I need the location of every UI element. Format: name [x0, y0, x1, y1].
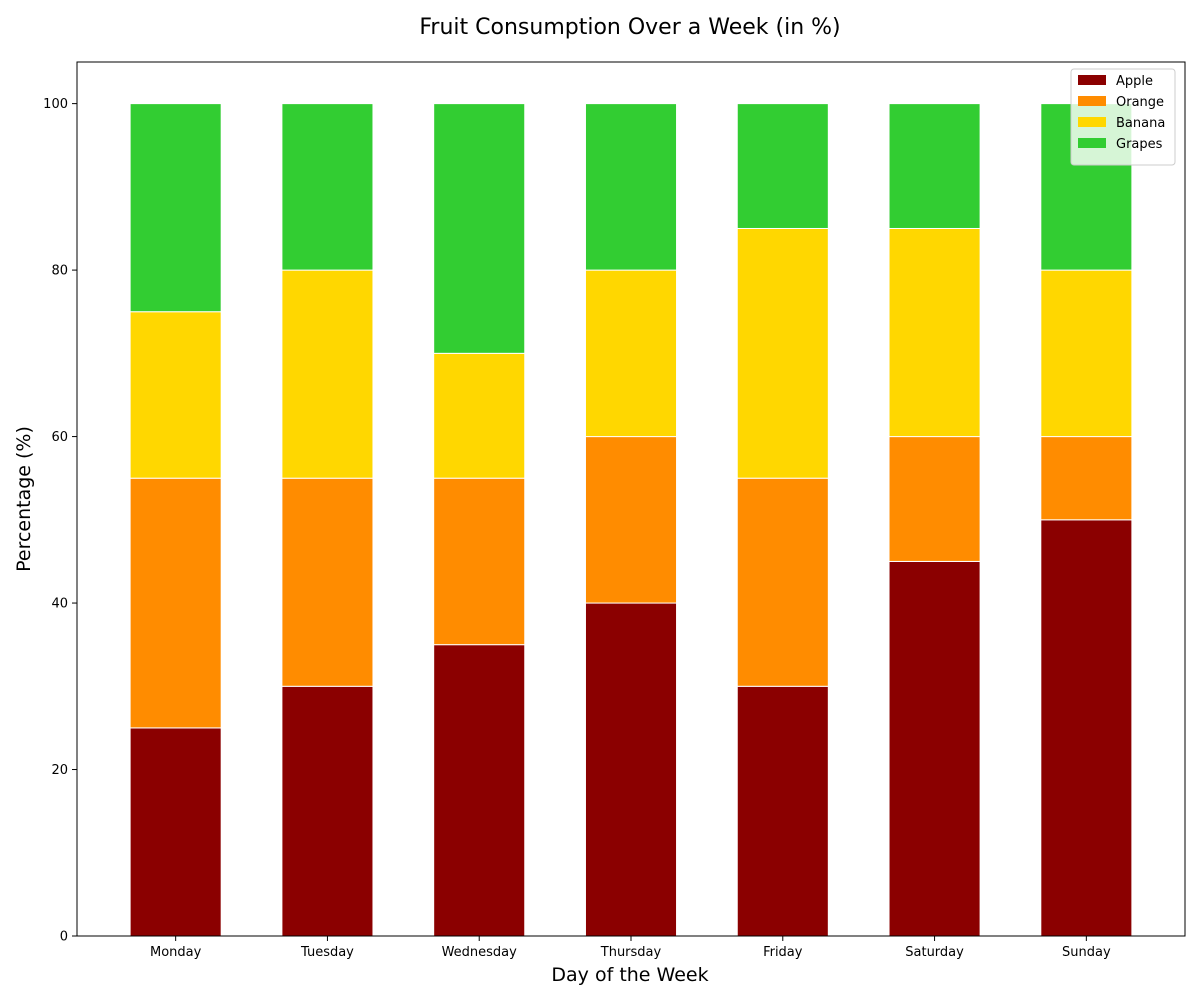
y-axis-label: Percentage (%) — [13, 426, 35, 572]
bar-apple-wednesday — [433, 644, 526, 937]
bar-banana-sunday — [1040, 269, 1133, 438]
bar-orange-wednesday — [433, 477, 526, 646]
bar-banana-tuesday — [281, 269, 374, 479]
chart-title: Fruit Consumption Over a Week (in %) — [419, 15, 840, 40]
bar-orange-sunday — [1040, 436, 1133, 521]
legend-label-orange: Orange — [1116, 95, 1164, 110]
x-tick-label: Monday — [150, 945, 202, 960]
legend: Apple Orange Banana Grapes — [1070, 68, 1176, 166]
bar-banana-thursday — [584, 269, 678, 438]
bar-orange-saturday — [888, 436, 981, 562]
x-tick-label: Wednesday — [442, 945, 518, 960]
bar-grapes-saturday — [888, 103, 981, 229]
bar-orange-friday — [736, 477, 829, 687]
y-tick-label: 100 — [43, 97, 68, 112]
bar-grapes-friday — [736, 103, 829, 229]
bar-banana-wednesday — [433, 352, 526, 479]
x-tick-label: Friday — [763, 945, 803, 960]
legend-label-apple: Apple — [1116, 74, 1153, 89]
bar-apple-sunday — [1040, 519, 1133, 937]
plot-area — [129, 103, 1133, 937]
bar-apple-monday — [129, 727, 222, 937]
bar-grapes-monday — [129, 103, 222, 313]
x-axis-label: Day of the Week — [551, 964, 708, 986]
bar-banana-monday — [129, 311, 222, 479]
x-tick-label: Thursday — [600, 945, 662, 960]
y-tick-label: 60 — [51, 430, 68, 445]
y-tick-label: 0 — [60, 930, 68, 945]
bar-apple-thursday — [584, 602, 678, 937]
x-tick-label: Tuesday — [300, 945, 354, 960]
legend-label-grapes: Grapes — [1116, 137, 1163, 152]
axes: 0 20 40 60 80 100 Monday Tuesday Wednesday Thursd… — [43, 61, 1186, 960]
bar-orange-thursday — [584, 436, 678, 604]
bar-banana-friday — [736, 227, 829, 479]
bar-banana-saturday — [888, 227, 981, 438]
bar-apple-saturday — [888, 560, 981, 937]
bar-apple-tuesday — [281, 685, 374, 937]
y-tick-label: 40 — [51, 597, 68, 612]
bar-orange-monday — [129, 477, 222, 729]
bar-grapes-thursday — [584, 103, 678, 271]
legend-label-banana: Banana — [1116, 116, 1165, 131]
y-tick-label: 20 — [51, 763, 68, 778]
legend-swatch-orange — [1078, 96, 1106, 106]
bar-apple-friday — [736, 685, 829, 937]
y-tick-label: 80 — [51, 264, 68, 279]
legend-swatch-apple — [1078, 75, 1106, 85]
bar-grapes-tuesday — [281, 103, 374, 271]
bar-orange-tuesday — [281, 477, 374, 687]
legend-swatch-banana — [1078, 117, 1106, 127]
legend-swatch-grapes — [1078, 138, 1106, 148]
x-tick-label: Saturday — [905, 945, 964, 960]
bar-grapes-wednesday — [433, 103, 526, 354]
x-tick-label: Sunday — [1062, 945, 1111, 960]
